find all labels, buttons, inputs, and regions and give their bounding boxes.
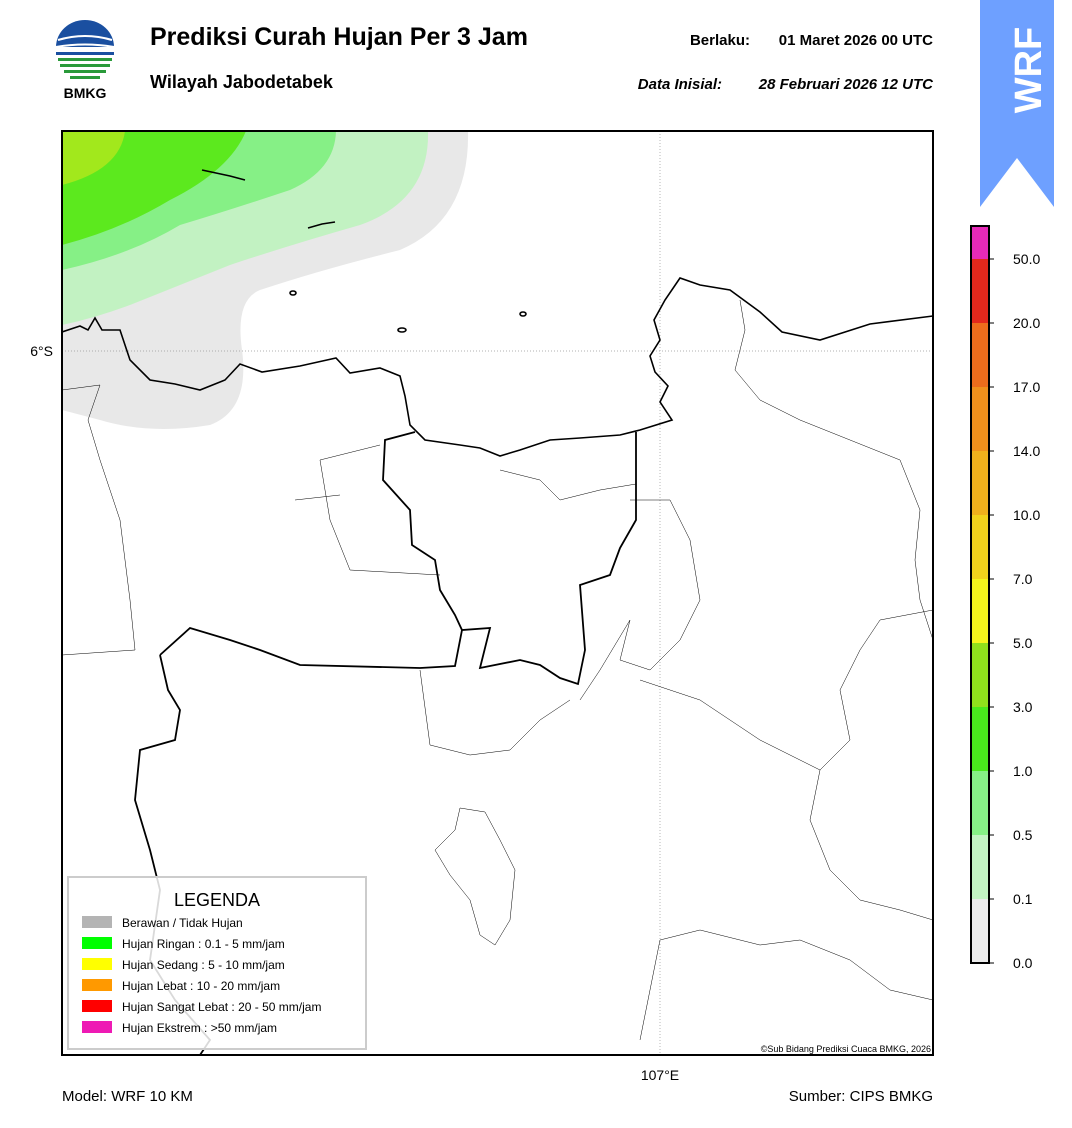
init-label: Data Inisial: [638, 76, 722, 93]
colorbar-tick-label: 20.0 [1013, 315, 1040, 331]
legend-swatch [82, 979, 112, 991]
colorbar-tick-label: 17.0 [1013, 379, 1040, 395]
colorbar-segment [971, 323, 989, 387]
badge-shape [980, 0, 1054, 207]
colorbar-tick-label: 0.1 [1013, 891, 1033, 907]
colorbar-segment [971, 835, 989, 899]
legend-label: Hujan Ringan : 0.1 - 5 mm/jam [122, 937, 285, 951]
map-frame [61, 130, 934, 1056]
legend-swatch [82, 1021, 112, 1033]
legend-label: Hujan Sedang : 5 - 10 mm/jam [122, 958, 285, 972]
colorbar-segment [971, 451, 989, 515]
colorbar-segment [971, 579, 989, 643]
colorbar-tick-label: 10.0 [1013, 507, 1040, 523]
credit: ©Sub Bidang Prediksi Cuaca BMKG, 2026 [761, 1044, 931, 1054]
colorbar-tick-label: 1.0 [1013, 763, 1033, 779]
colorbar-segment [971, 643, 989, 707]
colorbar-tick-label: 14.0 [1013, 443, 1040, 459]
colorbar-segment [971, 387, 989, 451]
legend: LEGENDA Berawan / Tidak Hujan Hujan Ringa… [67, 876, 367, 1050]
colorbar-frame [970, 225, 990, 964]
logo-text: BMKG [64, 85, 107, 101]
legend-title: LEGENDA [174, 890, 260, 910]
legend-swatch [82, 958, 112, 970]
colorbar-segment [971, 259, 989, 323]
colorbar-segment [971, 515, 989, 579]
colorbar-tick-label: 5.0 [1013, 635, 1033, 651]
colorbar-segment [971, 226, 989, 259]
legend-swatch [82, 937, 112, 949]
colorbar-tick-label: 50.0 [1013, 251, 1040, 267]
lat-label: 6°S [30, 343, 53, 359]
legend-label: Hujan Ekstrem : >50 mm/jam [122, 1021, 277, 1035]
valid-label: Berlaku: [690, 32, 750, 49]
colorbar: 0.0 0.1 0.5 1.0 3.0 5.0 7.0 10.0 14.0 17.0 20.0 50.… [970, 225, 1040, 971]
colorbar-tick-label: 0.0 [1013, 955, 1033, 971]
subtitle: Wilayah Jabodetabek [150, 72, 334, 92]
logo: BMKG [55, 20, 115, 101]
colorbar-segment [971, 771, 989, 835]
legend-label: Hujan Sangat Lebat : 20 - 50 mm/jam [122, 1000, 321, 1014]
legend-swatch [82, 1000, 112, 1012]
footer-model: Model: WRF 10 KM [62, 1088, 193, 1105]
legend-label: Berawan / Tidak Hujan [122, 916, 243, 930]
lon-label: 107°E [641, 1067, 679, 1083]
init-time: 28 Februari 2026 12 UTC [758, 76, 934, 93]
legend-label: Hujan Lebat : 10 - 20 mm/jam [122, 979, 280, 993]
legend-swatch [82, 916, 112, 928]
colorbar-segment [971, 707, 989, 771]
valid-time: 01 Maret 2026 00 UTC [779, 32, 933, 49]
footer-source: Sumber: CIPS BMKG [789, 1088, 933, 1105]
colorbar-tick-label: 7.0 [1013, 571, 1033, 587]
badge-text: WRF [1008, 27, 1050, 114]
colorbar-tick-label: 3.0 [1013, 699, 1033, 715]
title: Prediksi Curah Hujan Per 3 Jam [150, 23, 528, 51]
colorbar-tick-label: 0.5 [1013, 827, 1033, 843]
colorbar-segment [971, 899, 989, 963]
